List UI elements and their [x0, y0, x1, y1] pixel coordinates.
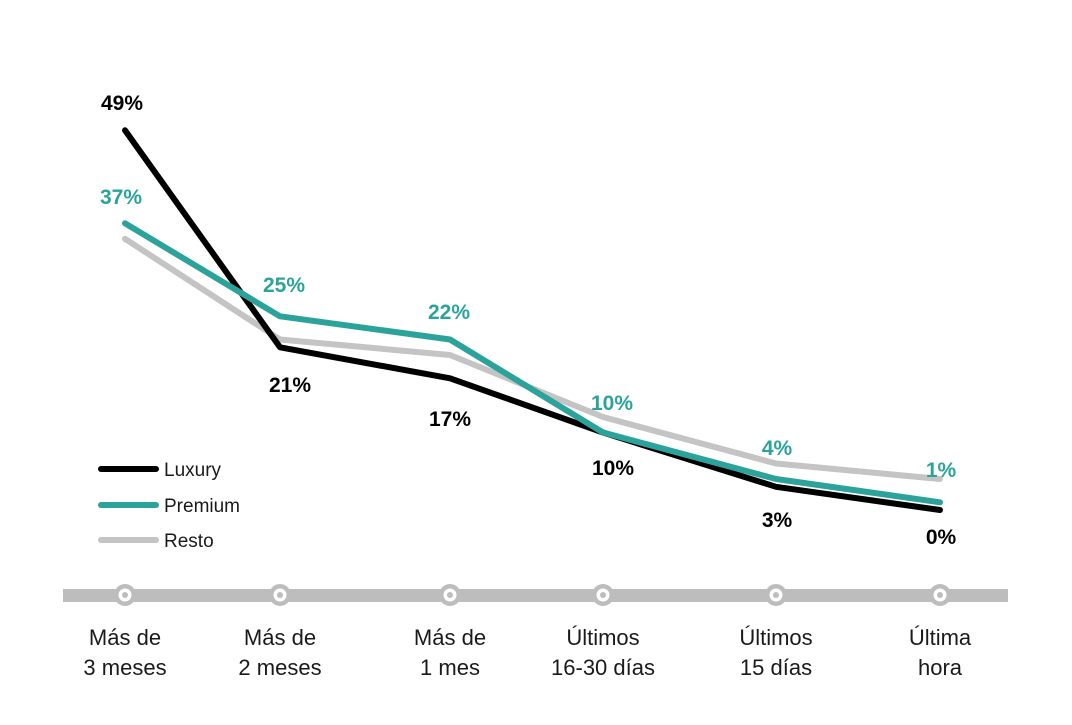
timeline-axis	[63, 589, 1008, 602]
category-label-0-line-0: Más de	[89, 625, 161, 650]
category-label-5-line-0: Última	[909, 625, 972, 650]
category-label-4-line-0: Últimos	[739, 625, 812, 650]
data-label-luxury-2: 17%	[429, 408, 471, 431]
data-label-premium-2: 22%	[428, 301, 470, 324]
category-label-4-line-1: 15 días	[740, 655, 812, 680]
timeline-node-dot-4	[773, 592, 779, 598]
legend-label-luxury: Luxury	[164, 460, 222, 481]
data-label-luxury-5: 0%	[926, 526, 957, 549]
data-label-luxury-4: 3%	[762, 509, 793, 532]
timeline-node-dot-3	[600, 592, 606, 598]
timeline-node-dot-2	[447, 592, 453, 598]
series-line-luxury	[122, 127, 943, 513]
category-label-3-line-0: Últimos	[566, 625, 639, 650]
timeline-node-dot-1	[277, 592, 283, 598]
category-label-2-line-1: 1 mes	[420, 655, 480, 680]
category-label-5-line-1: hora	[918, 655, 963, 680]
data-label-luxury-3: 10%	[592, 457, 634, 480]
data-label-premium-4: 4%	[762, 437, 793, 460]
category-label-0-line-1: 3 meses	[83, 655, 166, 680]
timeline-node-dot-0	[122, 592, 128, 598]
category-label-3-line-1: 16-30 días	[551, 655, 655, 680]
data-label-premium-1: 25%	[263, 274, 305, 297]
timeline-node-dot-5	[937, 592, 943, 598]
data-label-luxury-0: 49%	[101, 92, 143, 115]
data-label-premium-0: 37%	[100, 186, 142, 209]
data-label-premium-5: 1%	[926, 459, 957, 482]
legend-label-resto: Resto	[164, 531, 214, 552]
category-label-1-line-1: 2 meses	[238, 655, 321, 680]
legend-label-premium: Premium	[164, 496, 240, 517]
data-label-premium-3: 10%	[591, 392, 633, 415]
category-label-1-line-0: Más de	[244, 625, 316, 650]
data-label-luxury-1: 21%	[269, 374, 311, 397]
category-label-2-line-0: Más de	[414, 625, 486, 650]
series-line-premium	[122, 220, 943, 506]
series-line-resto	[122, 235, 943, 482]
